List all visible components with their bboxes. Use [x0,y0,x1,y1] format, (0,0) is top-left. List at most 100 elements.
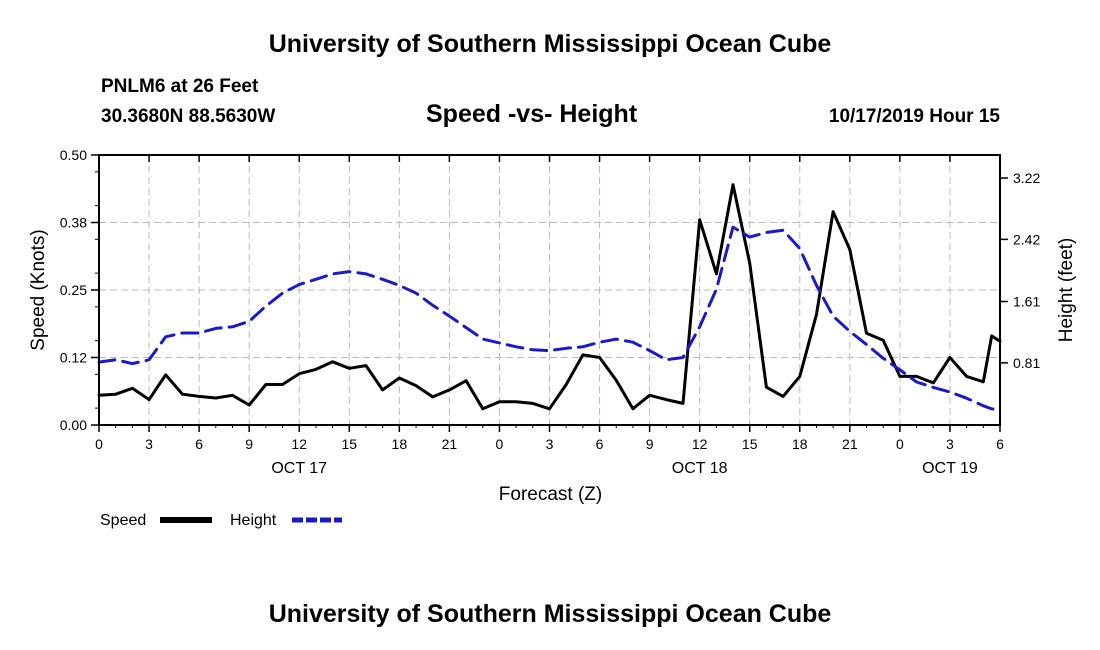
x-tick-label: 3 [145,436,153,452]
data-point-speed [598,356,601,359]
series-line-height [97,225,1002,412]
data-point-height [198,331,201,334]
footer-title: University of Southern Mississippi Ocean… [268,600,832,628]
y-left-tick-label: 0.12 [60,350,87,366]
date-label: OCT 18 [672,460,728,477]
data-point-speed [348,367,351,370]
data-point-speed [298,372,301,375]
data-point-speed [415,384,418,387]
data-point-speed [631,407,634,410]
data-point-height [498,341,501,344]
data-point-height [448,315,451,318]
y-left-tick-label: 0.25 [60,282,87,298]
data-point-height [581,345,584,348]
data-point-speed [431,395,434,398]
x-tick-label: 18 [392,436,408,452]
data-point-speed [715,272,718,275]
data-point-speed [965,375,968,378]
data-point-height [515,345,518,348]
data-point-height [431,304,434,307]
data-point-height [481,338,484,341]
data-point-speed [231,394,234,397]
y-right-tick-label: 2.42 [1013,231,1040,247]
y-left-tick-label: 0.50 [60,147,87,163]
data-point-height [932,386,935,389]
x-tick-label: 21 [442,436,458,452]
data-point-height [114,358,117,361]
data-point-height [531,348,534,351]
x-tick-label: 18 [792,436,808,452]
data-point-speed [198,395,201,398]
data-point-height [631,341,634,344]
data-point-height [732,226,735,229]
data-point-height [698,325,701,328]
data-point-height [615,338,618,341]
data-point-speed [898,375,901,378]
data-point-speed [882,339,885,342]
legend-label-height: Height [230,512,277,529]
x-tick-label: 0 [896,436,904,452]
x-tick-label: 6 [596,436,604,452]
data-point-speed [698,218,701,221]
data-point-speed [915,375,918,378]
data-point-speed [815,313,818,316]
data-point-speed [648,394,651,397]
data-point-height [915,381,918,384]
x-tick-label: 6 [195,436,203,452]
data-point-height [231,325,234,328]
x-tick-label: 6 [996,436,1004,452]
data-point-height [148,358,151,361]
data-point-speed [748,262,751,265]
x-tick-label: 12 [291,436,307,452]
data-point-speed [782,395,785,398]
data-point-speed [364,364,367,367]
data-point-height [331,272,334,275]
y-right-tick-label: 0.81 [1013,355,1040,371]
data-point-height [214,327,217,330]
data-point-speed [565,383,568,386]
data-point-height [965,397,968,400]
data-point-height [748,236,751,239]
data-point-height [565,347,568,350]
data-point-height [882,357,885,360]
date-label: OCT 19 [922,460,978,477]
station-label: PNLM6 at 26 Feet [101,76,259,97]
data-point-height [815,284,818,287]
data-point-speed [114,393,117,396]
data-point-speed [131,387,134,390]
x-tick-label: 21 [842,436,858,452]
data-point-height [298,283,301,286]
data-point-speed [481,407,484,410]
data-point-height [398,284,401,287]
data-point-speed [990,334,993,337]
x-tick-label: 3 [546,436,554,452]
data-point-height [314,278,317,281]
data-point-height [381,278,384,281]
data-point-speed [765,386,768,389]
data-point-speed [398,377,401,380]
data-point-speed [681,402,684,405]
legend-label-speed: Speed [100,512,146,529]
data-point-speed [248,404,251,407]
y-right-tick-label: 3.22 [1013,170,1040,186]
data-point-speed [948,356,951,359]
data-point-speed [181,393,184,396]
data-point-height [598,341,601,344]
data-point-speed [932,381,935,384]
data-point-height [865,343,868,346]
data-point-speed [498,400,501,403]
data-point-height [948,391,951,394]
data-point-height [181,331,184,334]
data-point-height [548,349,551,352]
date-label: OCT 17 [271,460,327,477]
plot-frame [98,154,1001,426]
data-point-speed [515,400,518,403]
data-point-speed [798,375,801,378]
data-point-speed [548,407,551,410]
x-axis-title: Forecast (Z) [499,484,602,505]
data-point-height [832,315,835,318]
data-point-height [982,404,985,407]
data-point-speed [665,398,668,401]
data-point-speed [832,210,835,213]
data-point-speed [314,368,317,371]
